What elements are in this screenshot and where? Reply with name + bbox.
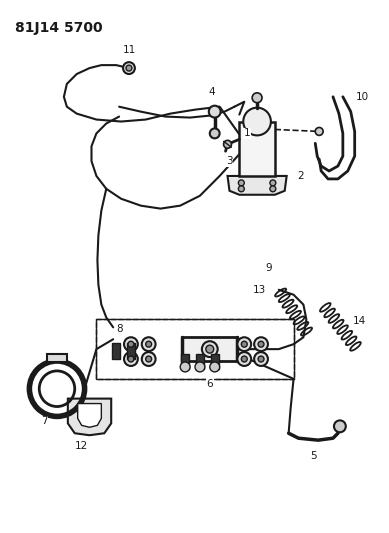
Circle shape: [315, 127, 323, 135]
Circle shape: [128, 341, 134, 347]
Circle shape: [210, 362, 220, 372]
Bar: [239, 122, 275, 176]
Text: 9: 9: [266, 263, 272, 273]
Circle shape: [258, 341, 264, 347]
Text: 11: 11: [122, 45, 136, 55]
Text: 2: 2: [297, 171, 304, 181]
Text: 8: 8: [116, 325, 123, 334]
Circle shape: [123, 62, 135, 74]
Circle shape: [128, 356, 134, 362]
Circle shape: [146, 341, 152, 347]
Circle shape: [142, 337, 156, 351]
Bar: [196, 354, 204, 369]
Text: 81J14 5700: 81J14 5700: [15, 21, 102, 35]
Text: 5: 5: [310, 451, 317, 461]
Circle shape: [146, 356, 152, 362]
Circle shape: [270, 180, 276, 186]
Circle shape: [142, 352, 156, 366]
Text: 7: 7: [41, 416, 47, 426]
Text: 1: 1: [244, 128, 251, 139]
Circle shape: [237, 337, 251, 351]
Circle shape: [254, 352, 268, 366]
Bar: [96, 319, 294, 379]
Bar: [127, 343, 135, 359]
Circle shape: [126, 65, 132, 71]
Circle shape: [206, 345, 214, 353]
Text: 6: 6: [207, 379, 213, 389]
Circle shape: [252, 93, 262, 103]
Circle shape: [241, 356, 247, 362]
Circle shape: [241, 341, 247, 347]
Bar: [47, 354, 67, 362]
Circle shape: [237, 352, 251, 366]
Text: 10: 10: [356, 92, 369, 102]
Circle shape: [254, 337, 268, 351]
Text: 4: 4: [209, 87, 215, 97]
Circle shape: [270, 186, 276, 192]
Bar: [96, 319, 294, 379]
Polygon shape: [68, 399, 111, 435]
Bar: [182, 337, 237, 361]
Circle shape: [238, 180, 244, 186]
Circle shape: [195, 362, 205, 372]
Text: 13: 13: [252, 285, 266, 295]
Circle shape: [124, 352, 138, 366]
Bar: [112, 343, 120, 359]
Circle shape: [334, 421, 346, 432]
Circle shape: [124, 337, 138, 351]
Text: 12: 12: [75, 441, 88, 451]
Circle shape: [238, 186, 244, 192]
Text: 14: 14: [353, 317, 366, 326]
Circle shape: [180, 362, 190, 372]
Circle shape: [210, 128, 220, 139]
Bar: [211, 354, 219, 369]
Circle shape: [258, 356, 264, 362]
Text: 3: 3: [226, 156, 233, 166]
Circle shape: [209, 106, 221, 118]
Circle shape: [224, 140, 231, 148]
Polygon shape: [228, 176, 287, 195]
Bar: [181, 354, 189, 369]
Circle shape: [202, 341, 218, 357]
Polygon shape: [78, 403, 102, 427]
Circle shape: [243, 108, 271, 135]
